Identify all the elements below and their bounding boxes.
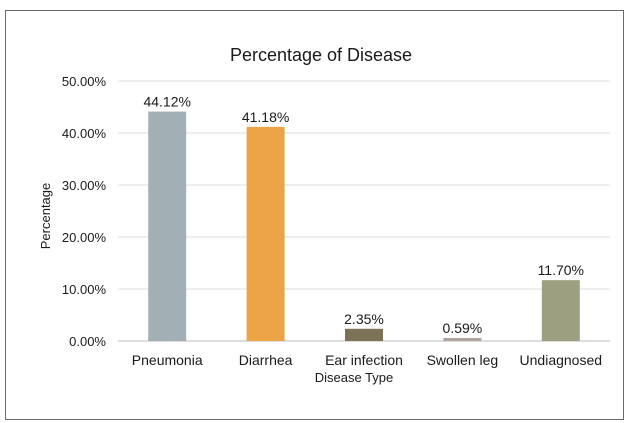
y-axis-title: Percentage bbox=[38, 183, 53, 250]
bars bbox=[148, 111, 580, 342]
x-tick-label: Ear infection bbox=[325, 352, 403, 368]
bar bbox=[541, 280, 580, 341]
y-tick-label: 40.00% bbox=[62, 126, 107, 141]
data-label: 41.18% bbox=[242, 109, 289, 125]
y-tick-label: 10.00% bbox=[62, 282, 107, 297]
x-tick-label: Swollen leg bbox=[427, 352, 499, 368]
data-label: 2.35% bbox=[344, 311, 384, 327]
bar bbox=[443, 337, 482, 341]
data-label: 0.59% bbox=[443, 320, 483, 336]
y-axis-ticks: 0.00% 10.00% 20.00% 30.00% 40.00% 50.00% bbox=[62, 74, 107, 349]
bar bbox=[148, 111, 187, 342]
x-tick-label: Diarrhea bbox=[239, 352, 293, 368]
y-tick-label: 30.00% bbox=[62, 178, 107, 193]
x-tick-label: Pneumonia bbox=[132, 352, 203, 368]
x-axis-title: Disease Type bbox=[315, 370, 394, 385]
data-labels: 44.12% 41.18% 2.35% 0.59% 11.70% bbox=[143, 94, 584, 336]
data-label: 11.70% bbox=[538, 262, 584, 278]
bar bbox=[345, 328, 383, 341]
data-label: 44.12% bbox=[143, 94, 190, 110]
chart-title: Percentage of Disease bbox=[230, 45, 412, 65]
y-tick-label: 20.00% bbox=[62, 230, 107, 245]
gridlines bbox=[118, 80, 610, 342]
y-tick-label: 0.00% bbox=[69, 334, 106, 349]
x-tick-label: Undiagnosed bbox=[520, 352, 603, 368]
bar bbox=[246, 126, 285, 341]
y-tick-label: 50.00% bbox=[62, 74, 107, 89]
x-axis-ticks: Pneumonia Diarrhea Ear infection Swollen le… bbox=[132, 352, 602, 368]
chart-frame bbox=[5, 10, 624, 420]
